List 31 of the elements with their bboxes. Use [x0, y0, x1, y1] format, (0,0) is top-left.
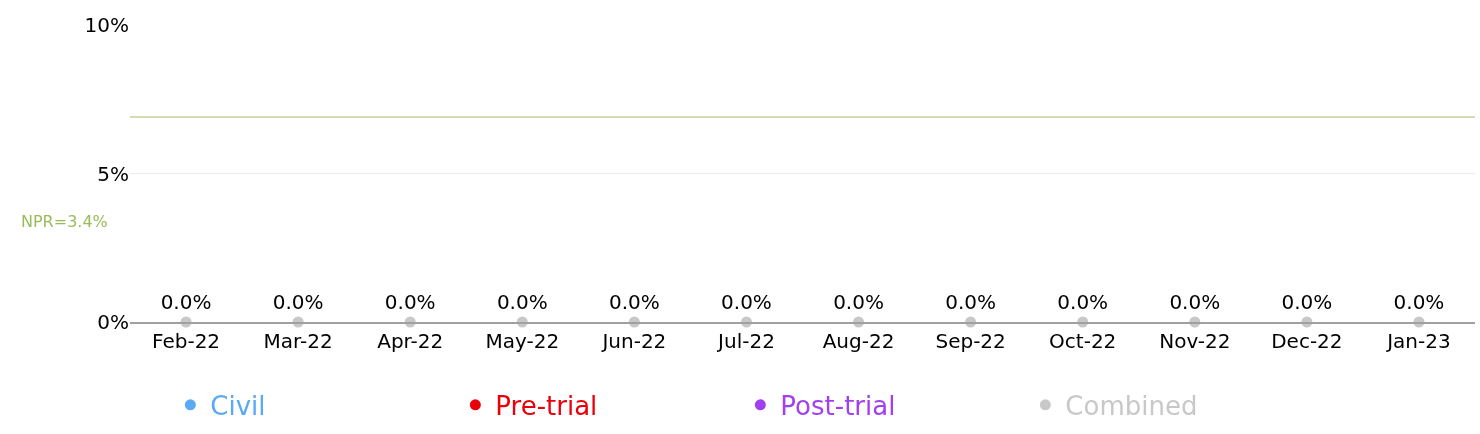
data-label: 0.0%: [833, 290, 884, 315]
x-tick-label: Nov-22: [1159, 329, 1231, 353]
x-tick-label: Jul-22: [716, 329, 775, 353]
data-label: 0.0%: [160, 290, 212, 315]
data-label: 0.0%: [945, 290, 997, 315]
data-label: 0.0%: [721, 290, 772, 315]
x-tick-label: Apr-22: [377, 329, 444, 353]
data-label: 0.0%: [384, 290, 436, 315]
data-label: 0.0%: [496, 290, 548, 315]
y-tick-label: 0%: [97, 310, 129, 334]
data-label: 0.0%: [1393, 290, 1445, 315]
x-tick-label: Mar-22: [263, 329, 333, 353]
x-tick-label: Dec-22: [1271, 329, 1343, 353]
y-tick-label: 10%: [84, 13, 129, 37]
x-tick-label: Feb-22: [152, 329, 221, 353]
legend-label: Civil: [210, 390, 266, 421]
data-label: 0.0%: [1057, 290, 1109, 315]
legend-label: Pre-trial: [495, 390, 598, 421]
x-tick-label: Sep-22: [935, 329, 1006, 353]
data-label: 0.0%: [608, 290, 660, 315]
x-tick-label: Aug-22: [822, 329, 895, 353]
data-label: 0.0%: [1281, 290, 1333, 315]
x-tick-label: May-22: [485, 329, 560, 353]
text: NPR=3.4%: [21, 212, 108, 231]
x-tick-label: Jun-22: [600, 329, 667, 353]
x-tick-label: Oct-22: [1049, 329, 1117, 353]
y-tick-label: 5%: [97, 161, 129, 186]
x-tick-label: Jan-23: [1385, 329, 1451, 353]
data-label: 0.0%: [1169, 290, 1221, 315]
legend-label: Post-trial: [780, 390, 896, 421]
data-label: 0.0%: [272, 290, 324, 315]
